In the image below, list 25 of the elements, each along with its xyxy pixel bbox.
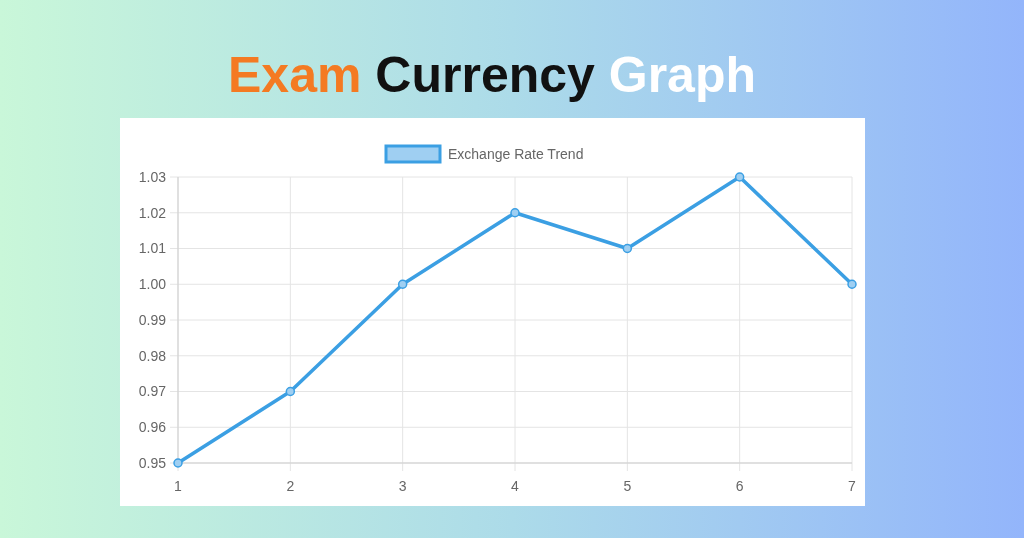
x-tick-label: 5 <box>623 478 632 494</box>
point <box>734 172 745 182</box>
x-tick-label: 1 <box>174 478 183 494</box>
y-tick-label: 0.95 <box>138 454 167 471</box>
point <box>510 208 520 218</box>
point <box>622 243 633 254</box>
x-tick-label: 3 <box>398 478 407 494</box>
x-tick-label: 6 <box>735 478 744 494</box>
y-tick-label: 0.98 <box>138 347 167 364</box>
x-tick-label: 4 <box>511 478 520 494</box>
y-tick-label: 0.97 <box>138 383 167 400</box>
y-tick-label: 1.03 <box>138 168 167 185</box>
point <box>847 279 857 289</box>
y-tick-label: 0.99 <box>138 311 167 328</box>
x-tick-label: 2 <box>286 478 295 494</box>
chart-title: Exam Currency Graph <box>227 47 757 103</box>
legend-label: Exchange Rate Trend <box>448 145 584 162</box>
y-tick-label: 0.96 <box>138 419 167 436</box>
y-tick-label: 1.02 <box>138 204 167 221</box>
point <box>397 279 408 289</box>
point <box>173 458 183 468</box>
point <box>285 386 296 397</box>
x-tick-label: 7 <box>848 478 857 494</box>
y-tick-label: 1.00 <box>138 276 167 293</box>
y-tick-label: 1.01 <box>138 240 167 257</box>
